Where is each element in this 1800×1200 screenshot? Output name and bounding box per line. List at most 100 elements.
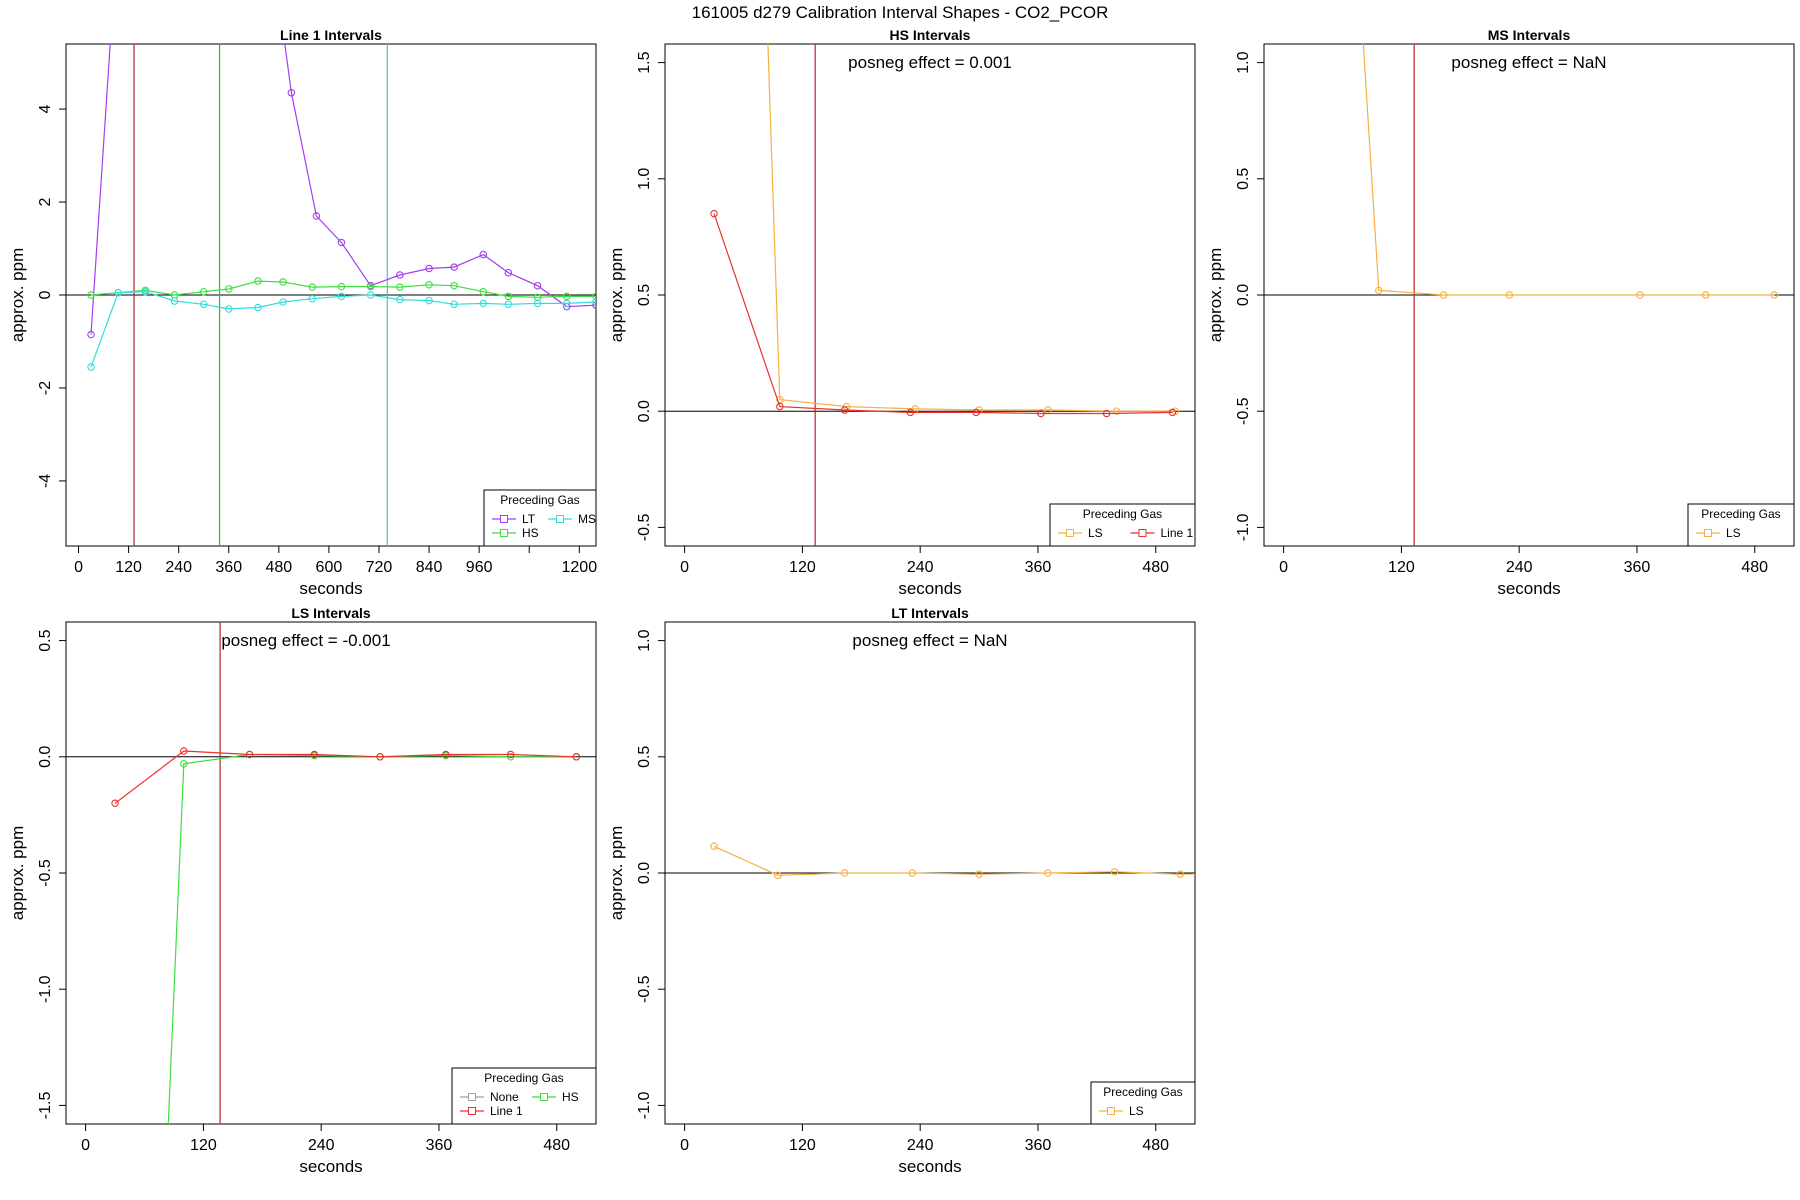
y-axis-label: approx. ppm — [1206, 248, 1225, 343]
legend: Preceding Gas LS — [1687, 503, 1795, 547]
posneg-annotation: posneg effect = NaN — [852, 631, 1007, 650]
legend: Preceding Gas LT MS HS — [483, 489, 597, 547]
legend-title: Preceding Gas — [500, 493, 579, 507]
data-point — [1168, 408, 1177, 417]
data-point — [450, 263, 458, 271]
series-line-hs — [167, 753, 577, 1124]
legend-entry-label: LS — [1726, 526, 1741, 540]
panel-title: LS Intervals — [291, 605, 371, 621]
posneg-annotation: posneg effect = NaN — [1451, 53, 1606, 72]
data-point — [310, 750, 319, 759]
legend-title: Preceding Gas — [1103, 1085, 1182, 1099]
data-point — [141, 287, 150, 296]
panel-title: HS Intervals — [890, 27, 971, 43]
series-line-ls — [1362, 44, 1775, 296]
panel-title: MS Intervals — [1488, 27, 1571, 43]
data-point — [114, 288, 122, 297]
legend-swatch-marker — [1107, 1107, 1115, 1115]
legend-entry-label: Line 1 — [490, 1104, 523, 1118]
legend-entry-label: LS — [1088, 526, 1103, 540]
legend-swatch-marker — [500, 515, 508, 523]
y-tick-label: 0.0 — [1235, 284, 1252, 306]
y-tick-label: -0.5 — [37, 859, 54, 887]
legend-box — [1090, 1081, 1196, 1125]
legend: Preceding Gas LS Line 1 — [1049, 503, 1196, 547]
y-tick-label: 1.0 — [636, 629, 653, 651]
legend-title: Preceding Gas — [484, 1071, 563, 1085]
x-tick-label: 240 — [165, 559, 192, 576]
data-point — [396, 283, 404, 291]
x-tick-label: 360 — [215, 559, 242, 576]
legend-entry-label: LT — [522, 512, 536, 526]
x-axis-label: seconds — [898, 1157, 961, 1176]
x-axis-label: seconds — [898, 579, 961, 598]
data-point — [906, 408, 915, 417]
y-tick-label: 0.0 — [37, 746, 54, 768]
legend-swatch-marker — [468, 1107, 476, 1115]
data-point — [972, 408, 980, 417]
series-line-ls — [713, 845, 1195, 876]
data-point — [366, 282, 375, 291]
x-tick-label: 480 — [543, 1137, 570, 1154]
x-tick-label: 0 — [680, 559, 689, 576]
data-point — [425, 264, 433, 273]
legend-swatch-marker — [556, 515, 564, 523]
x-tick-label: 720 — [366, 559, 393, 576]
data-point — [1102, 409, 1111, 418]
data-point — [396, 271, 404, 279]
x-tick-label: 480 — [265, 559, 292, 576]
x-axis-label: seconds — [299, 1157, 362, 1176]
legend-entry-label: LS — [1129, 1104, 1144, 1118]
legend-swatch-marker — [468, 1093, 476, 1101]
panel-title: Line 1 Intervals — [280, 27, 382, 43]
data-point — [840, 406, 849, 414]
y-tick-label: -2 — [37, 381, 54, 395]
y-tick-label: 4 — [37, 105, 54, 114]
y-tick-label: -0.5 — [1235, 397, 1252, 425]
data-point — [87, 363, 95, 371]
data-point — [1176, 870, 1185, 878]
legend-swatch-marker — [1066, 529, 1074, 537]
data-point — [442, 750, 450, 759]
series-line-line-1 — [114, 750, 577, 804]
series-line-line-1 — [713, 213, 1173, 415]
data-point — [170, 297, 179, 305]
data-point — [1112, 407, 1121, 415]
data-point — [111, 799, 119, 808]
data-point — [87, 330, 95, 339]
x-tick-label: 120 — [789, 1137, 816, 1154]
legend-entry-label: None — [490, 1090, 519, 1104]
data-point — [840, 869, 849, 877]
x-tick-label: 600 — [316, 559, 343, 576]
data-point — [312, 212, 321, 220]
x-tick-label: 360 — [1025, 1137, 1052, 1154]
data-point — [504, 292, 513, 301]
data-point — [710, 842, 718, 851]
legend-swatch-marker — [1704, 529, 1712, 537]
data-point — [425, 281, 433, 289]
data-point — [254, 303, 262, 312]
y-tick-label: -1.5 — [37, 1092, 54, 1120]
y-tick-label: -1.0 — [636, 1092, 653, 1120]
data-point — [1110, 868, 1119, 876]
x-tick-label: 240 — [907, 1137, 934, 1154]
legend-entry-label: HS — [562, 1090, 579, 1104]
y-tick-label: -0.5 — [636, 975, 653, 1003]
y-tick-label: 2 — [37, 197, 54, 206]
data-point — [199, 300, 208, 309]
data-point — [506, 753, 515, 761]
series-line-ms — [90, 291, 596, 368]
x-tick-label: 840 — [416, 559, 443, 576]
data-point — [396, 295, 404, 304]
data-point — [1636, 291, 1644, 299]
legend-entry-label: MS — [578, 512, 596, 526]
data-point — [1375, 286, 1383, 295]
data-point — [479, 287, 488, 296]
data-point — [308, 283, 316, 291]
data-point — [563, 299, 571, 308]
panel-hs: HS Intervals 0 120 240 360 480 seconds -0.5 0.0 0… — [607, 27, 1196, 598]
data-point — [533, 299, 542, 308]
x-tick-label: 120 — [789, 559, 816, 576]
